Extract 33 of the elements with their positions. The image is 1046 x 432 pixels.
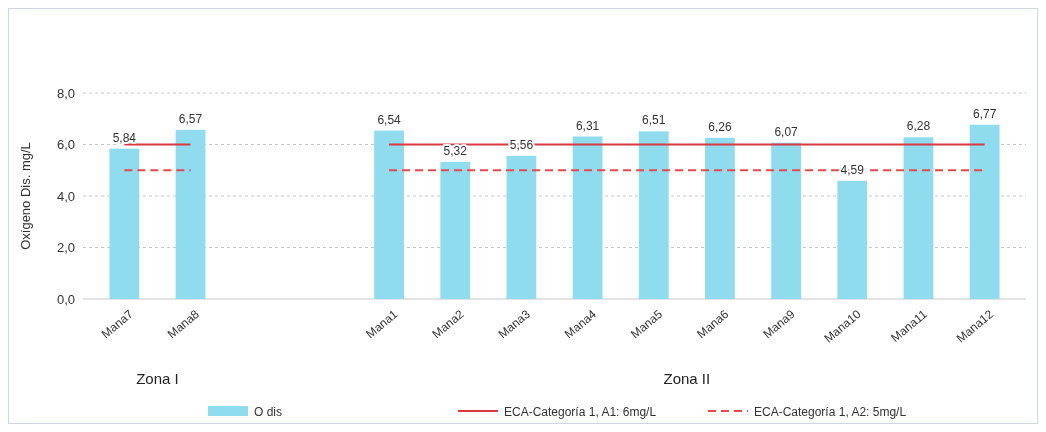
data-label: 6,54 — [377, 112, 402, 127]
data-label: 6,77 — [972, 106, 997, 121]
data-label: 6,28 — [906, 119, 931, 134]
legend-label: O dis — [254, 404, 283, 419]
bar — [705, 137, 735, 299]
legend-label: ECA-Categoría 1, A1: 6mg/L — [504, 404, 657, 419]
data-label: 6,57 — [178, 111, 203, 126]
bar — [837, 180, 868, 299]
text: Zona I — [136, 370, 179, 387]
bar — [440, 162, 471, 299]
y-tick-label: 2,0 — [56, 240, 75, 256]
bar — [109, 148, 140, 299]
text: Zona II — [663, 370, 711, 387]
y-tick-label: 4,0 — [56, 188, 75, 204]
bar — [374, 130, 404, 299]
data-label: 6,26 — [708, 119, 732, 134]
bar — [903, 137, 934, 299]
bar — [506, 155, 537, 299]
data-label: 6,07 — [774, 124, 799, 139]
bar — [771, 142, 801, 299]
bar — [572, 136, 603, 299]
bar — [175, 129, 206, 299]
y-axis-title: Oxígeno Dis. mg/L — [18, 142, 33, 250]
data-label: 5,84 — [112, 130, 137, 145]
data-label: 5,32 — [443, 144, 468, 159]
data-label: 6,51 — [642, 113, 666, 128]
legend-label: ECA-Categoría 1, A2: 5mg/L — [754, 404, 907, 419]
bar — [638, 131, 669, 299]
y-tick-label: 0,0 — [56, 291, 75, 307]
y-tick-label: 6,0 — [56, 137, 75, 153]
data-label: 6,31 — [575, 118, 600, 133]
y-tick-label: 8,0 — [56, 85, 75, 101]
bar — [969, 124, 1000, 299]
